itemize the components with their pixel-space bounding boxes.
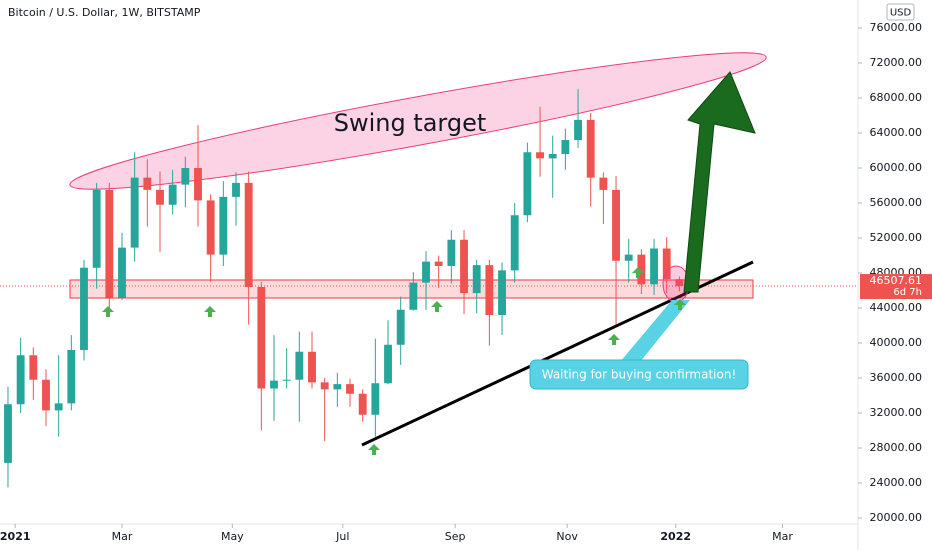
y-tick-label: 72000.00 (870, 56, 923, 69)
candle-body (346, 384, 354, 394)
y-tick-label: 64000.00 (870, 126, 923, 139)
y-tick-label: 56000.00 (870, 196, 923, 209)
candle-body (396, 309, 405, 345)
up-arrow (102, 306, 114, 317)
candle-body (4, 404, 12, 463)
candle-body (181, 168, 190, 185)
currency-label: USD (890, 8, 912, 19)
x-tick-label: Mar (112, 530, 133, 543)
candle-body (498, 270, 506, 315)
y-tick-label: 76000.00 (870, 21, 923, 34)
last-price-label: 46507.61 (870, 274, 923, 287)
big-up-arrow (683, 71, 756, 293)
callout-tail (620, 300, 690, 362)
candle-body (536, 152, 544, 159)
candle-body (574, 119, 582, 140)
candle-body (561, 140, 570, 154)
y-tick-label: 28000.00 (870, 441, 923, 454)
y-tick-label: 24000.00 (870, 476, 923, 489)
candle-body (244, 182, 253, 287)
candle-body (409, 282, 418, 310)
candle-body (156, 189, 164, 205)
candle-body (548, 154, 557, 159)
price-tag (860, 274, 932, 300)
swing-target-ellipse (69, 52, 767, 190)
candle-body (612, 189, 620, 261)
y-tick-label: 60000.00 (870, 161, 923, 174)
small-arrows (102, 267, 686, 455)
candle-body (80, 267, 88, 350)
candle-body (206, 200, 215, 255)
callout-text: Waiting for buying confirmation! (542, 368, 737, 382)
candle-body (232, 182, 240, 197)
y-tick-label: 40000.00 (870, 336, 923, 349)
candle-body (219, 196, 228, 255)
candle-body (333, 384, 342, 390)
candle-body (675, 279, 684, 287)
candle-body (510, 215, 519, 271)
candle-body (130, 177, 139, 248)
x-tick-label: Sep (445, 530, 466, 543)
y-tick-label: 68000.00 (870, 91, 923, 104)
currency-box (886, 3, 915, 21)
up-arrow (204, 306, 216, 317)
candle-body (586, 119, 595, 178)
candle-body (168, 184, 177, 205)
candle-body (54, 403, 63, 411)
candle-body (282, 379, 291, 381)
y-tick-label: 36000.00 (870, 371, 923, 384)
candle-body (662, 248, 671, 280)
candle-body (472, 265, 481, 294)
candle-body (29, 355, 38, 380)
candle-body (308, 351, 316, 383)
candle-body (599, 177, 608, 190)
up-arrow (608, 334, 620, 345)
chart-title: Bitcoin / U.S. Dollar, 1W, BITSTAMP (8, 6, 201, 19)
candle-body (105, 189, 114, 298)
candle-body (92, 189, 101, 268)
candle-body (371, 383, 380, 415)
x-tick-label: Nov (556, 530, 578, 543)
y-tick-label: 20000.00 (870, 511, 923, 524)
annotation-front: Swing target Waiting for buying confirma… (102, 71, 756, 455)
candle-body (16, 355, 25, 405)
candle-body (422, 261, 430, 283)
x-tick-label: 2022 (660, 530, 691, 543)
candles (4, 89, 684, 488)
candle-body (67, 350, 76, 404)
countdown-label: 6d 7h (893, 287, 922, 298)
candle-body (295, 351, 304, 380)
y-tick-label: 44000.00 (870, 301, 923, 314)
candle-body (257, 287, 266, 389)
y-tick-label: 52000.00 (870, 231, 923, 244)
candle-body (358, 393, 367, 415)
candle-body (320, 382, 329, 390)
candle-body (434, 261, 443, 266)
candle-body (42, 379, 50, 411)
candle-body (143, 177, 152, 190)
candle-body (637, 254, 646, 285)
up-arrow (431, 301, 443, 312)
x-tick-label: 2021 (0, 530, 31, 543)
x-tick-label: Jul (335, 530, 349, 543)
candle-body (384, 344, 392, 384)
candle-body (650, 248, 658, 285)
candle-body (194, 168, 202, 201)
up-arrow (674, 299, 686, 310)
callout-box (529, 359, 749, 390)
x-tick-label: May (221, 530, 244, 543)
candle-body (523, 152, 532, 216)
candle-body (447, 239, 456, 266)
candle-body (624, 254, 633, 261)
swing-target-label: Swing target (334, 109, 487, 137)
up-arrow (632, 267, 644, 278)
candle-body (270, 380, 278, 389)
candle-body (485, 265, 494, 315)
candle-body (118, 247, 126, 298)
x-tick-label: Mar (772, 530, 793, 543)
up-arrow (368, 444, 380, 455)
candle-body (460, 239, 468, 294)
y-tick-label: 32000.00 (870, 406, 923, 419)
